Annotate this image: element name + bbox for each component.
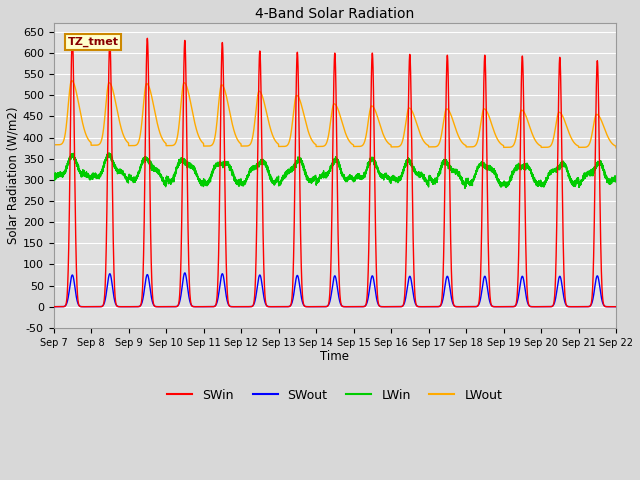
Title: 4-Band Solar Radiation: 4-Band Solar Radiation xyxy=(255,7,415,21)
Y-axis label: Solar Radiation (W/m2): Solar Radiation (W/m2) xyxy=(7,107,20,244)
Text: TZ_tmet: TZ_tmet xyxy=(68,37,118,48)
Legend: SWin, SWout, LWin, LWout: SWin, SWout, LWin, LWout xyxy=(163,384,508,407)
X-axis label: Time: Time xyxy=(320,350,349,363)
